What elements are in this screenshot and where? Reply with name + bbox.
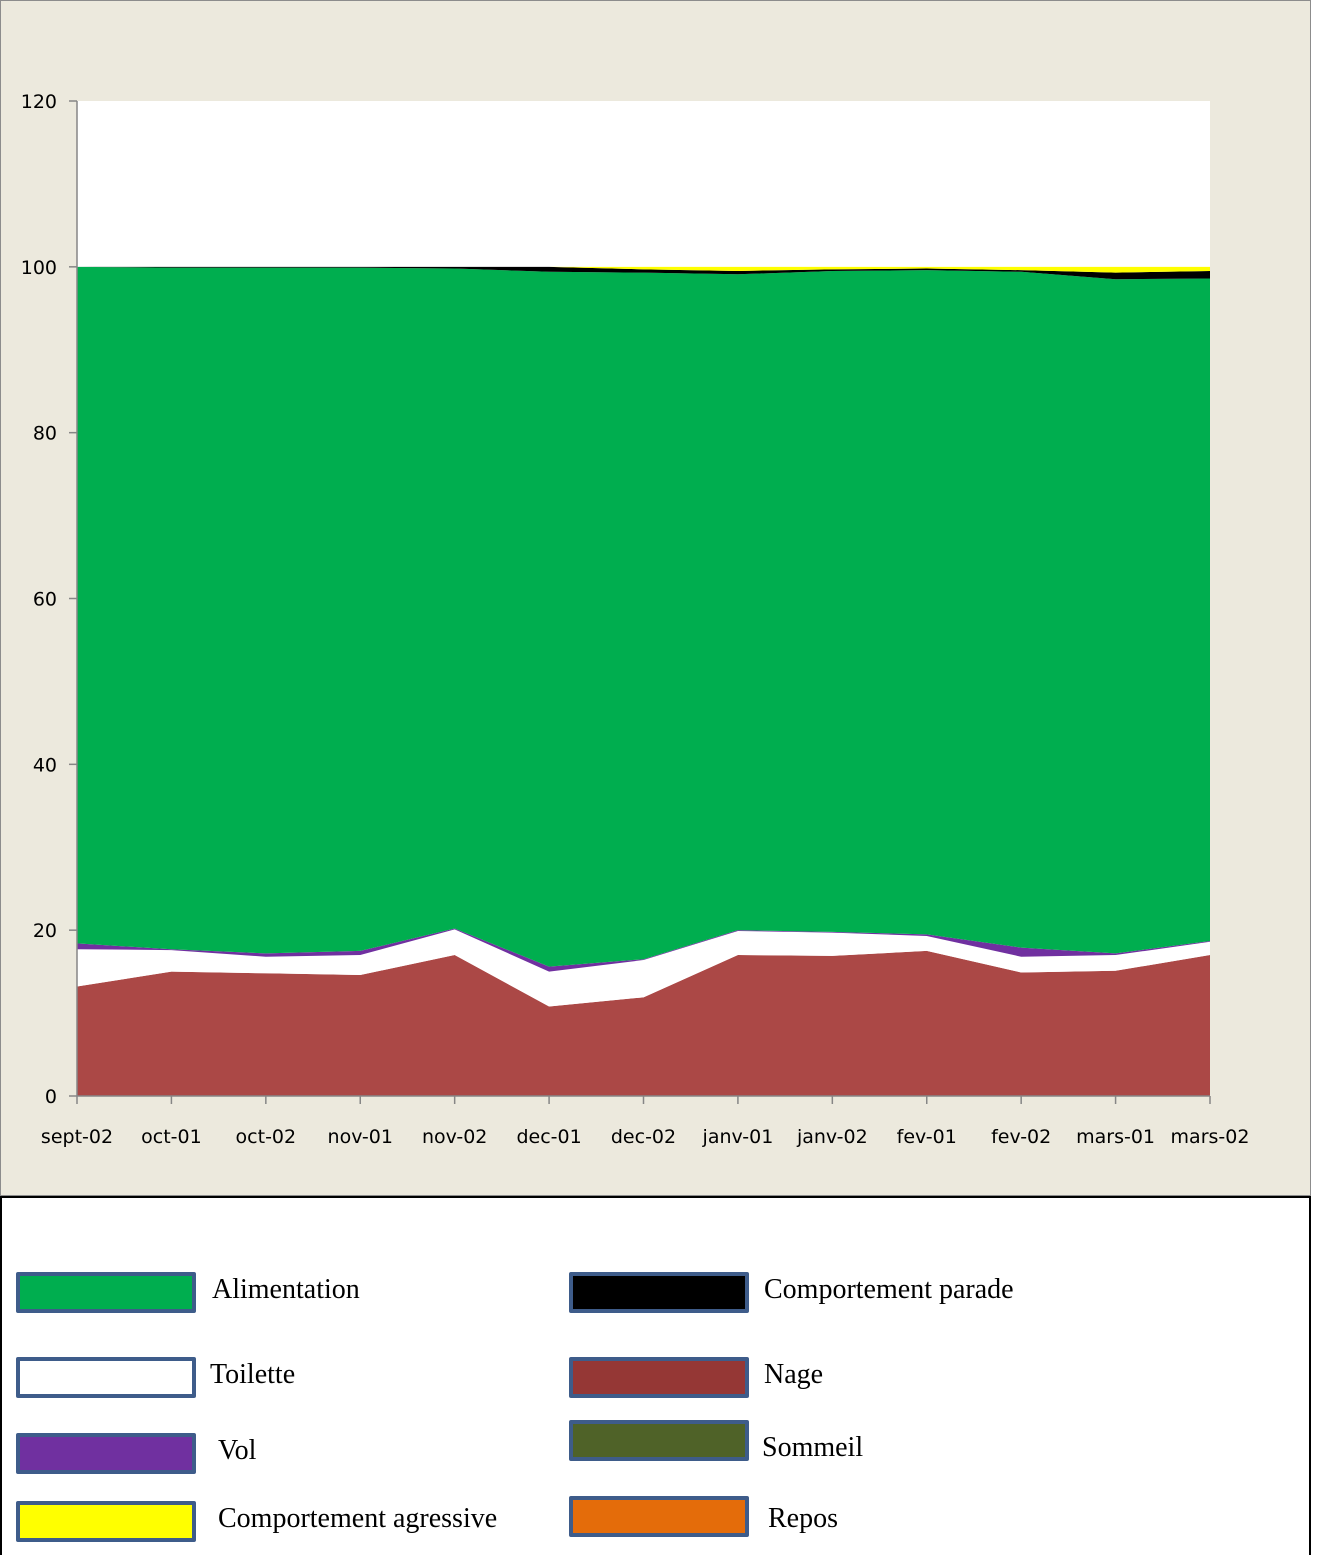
x-tick-label: sept-02 — [41, 1126, 113, 1148]
y-tick-label: 40 — [33, 754, 57, 776]
area-series-alimentation — [77, 266, 1210, 967]
legend-label-vol: Vol — [218, 1435, 257, 1466]
legend-label-nage: Nage — [764, 1359, 824, 1390]
legend-swatch-comportement-agressive — [16, 1501, 196, 1542]
y-tick-label: 0 — [45, 1086, 57, 1108]
x-tick-label: mars-02 — [1171, 1126, 1250, 1148]
legend-label-comportement-agressive: Comportement agressive — [218, 1503, 498, 1534]
area-series-comportement-agressive — [77, 266, 1210, 273]
area-series-toilette — [77, 929, 1210, 1007]
x-tick-label: janv-01 — [702, 1126, 774, 1148]
x-tick-label: fev-02 — [991, 1126, 1051, 1148]
x-tick-label: fev-01 — [897, 1126, 957, 1148]
x-tick-label: nov-01 — [328, 1126, 393, 1148]
area-series-comportement-parade — [77, 266, 1210, 280]
legend-swatch-repos — [569, 1496, 749, 1537]
legend-label-alimentation: Alimentation — [212, 1274, 360, 1305]
legend-label-toilette: Toilette — [210, 1359, 296, 1390]
area-chart: 0 20 40 60 80 100 120 sept-02 oct-01 oct-02 nov-01… — [21, 91, 1250, 1148]
y-tick-label: 60 — [33, 589, 57, 611]
legend-swatch-toilette — [16, 1357, 196, 1398]
legend-swatch-alimentation — [16, 1272, 196, 1313]
x-tick-label: dec-01 — [516, 1126, 581, 1148]
x-tick-label: janv-02 — [796, 1126, 868, 1148]
legend: Alimentation Comportement parade Toilett… — [0, 1196, 1311, 1555]
legend-swatch-comportement-parade — [569, 1272, 749, 1313]
y-tick-label: 20 — [33, 920, 57, 942]
chart-area: 0 20 40 60 80 100 120 sept-02 oct-01 oct-02 nov-01… — [0, 0, 1311, 1196]
x-tick-label: dec-02 — [611, 1126, 676, 1148]
y-tick-label: 80 — [33, 423, 57, 445]
legend-label-repos: Repos — [768, 1503, 838, 1534]
legend-swatch-sommeil — [569, 1420, 749, 1461]
axes-group: 0 20 40 60 80 100 120 sept-02 oct-01 oct-02 nov-01… — [21, 91, 1250, 1148]
x-tick-label: oct-01 — [141, 1126, 202, 1148]
legend-swatch-nage — [569, 1357, 749, 1398]
y-tick-label: 100 — [21, 257, 57, 279]
x-tick-label: nov-02 — [422, 1126, 487, 1148]
area-series-group — [77, 266, 1210, 1096]
legend-label-sommeil: Sommeil — [762, 1432, 864, 1463]
legend-swatch-vol — [16, 1433, 196, 1474]
legend-label-comportement-parade: Comportement parade — [764, 1274, 1014, 1305]
x-tick-label: oct-02 — [236, 1126, 297, 1148]
area-series-nage — [77, 950, 1210, 1096]
x-tick-label: mars-01 — [1076, 1126, 1155, 1148]
y-tick-label: 120 — [21, 91, 57, 113]
